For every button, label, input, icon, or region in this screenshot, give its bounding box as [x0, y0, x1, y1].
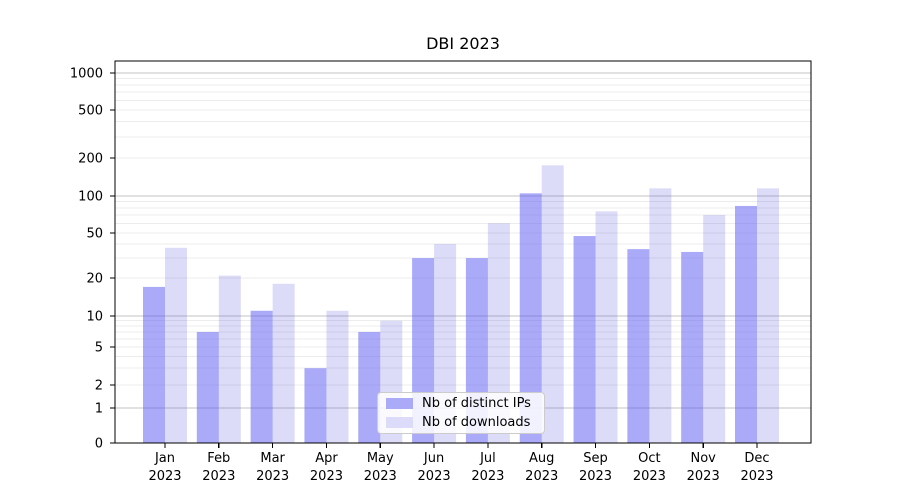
legend-label-downloads: Nb of downloads — [422, 414, 531, 430]
bar-nb-of-downloads-feb-2023 — [218, 275, 241, 443]
x-tick-label-month: Mar — [260, 451, 285, 466]
bar-nb-of-distinct-ips-mar-2023 — [250, 310, 273, 443]
bar-nb-of-downloads-oct-2023 — [649, 188, 672, 443]
y-tick-label: 1 — [95, 402, 103, 417]
y-tick-label: 20 — [86, 272, 103, 287]
bar-nb-of-downloads-dec-2023 — [757, 188, 779, 443]
x-tick-label-month: Feb — [207, 451, 230, 466]
legend-item-downloads: Nb of downloads — [386, 415, 536, 431]
y-tick-label: 50 — [86, 227, 103, 242]
x-tick-label-month: Dec — [744, 451, 769, 466]
y-tick-label: 1000 — [70, 67, 103, 82]
x-tick-label-year: 2023 — [202, 469, 235, 484]
legend-item-distinct-ips: Nb of distinct IPs — [386, 396, 536, 412]
x-tick-label-year: 2023 — [579, 469, 612, 484]
x-tick-label-month: May — [367, 451, 394, 466]
y-tick-label: 100 — [78, 190, 103, 205]
x-tick-label-month: Aug — [529, 451, 554, 466]
x-tick-label-year: 2023 — [418, 469, 451, 484]
x-tick-label-month: Jan — [154, 451, 175, 466]
bar-nb-of-downloads-aug-2023 — [541, 165, 564, 444]
bar-nb-of-downloads-sep-2023 — [595, 211, 618, 443]
y-tick-label: 500 — [78, 104, 103, 119]
x-tick-label-month: Sep — [583, 451, 608, 466]
bar-nb-of-distinct-ips-may-2023 — [358, 331, 381, 443]
x-tick-label-year: 2023 — [633, 469, 666, 484]
bar-nb-of-distinct-ips-feb-2023 — [196, 331, 219, 443]
x-tick-label-year: 2023 — [148, 469, 181, 484]
y-tick-label: 0 — [95, 437, 103, 452]
x-tick-label-year: 2023 — [471, 469, 504, 484]
bar-nb-of-distinct-ips-nov-2023 — [681, 251, 704, 443]
bar-nb-of-downloads-jul-2023 — [487, 223, 510, 443]
bar-nb-of-distinct-ips-apr-2023 — [304, 368, 327, 443]
x-tick-label-year: 2023 — [687, 469, 720, 484]
x-tick-label-month: Jun — [423, 451, 444, 466]
y-tick-label: 200 — [78, 152, 103, 167]
x-tick-label-month: Oct — [638, 451, 660, 466]
bar-nb-of-distinct-ips-sep-2023 — [573, 236, 596, 443]
y-tick-label: 2 — [95, 379, 103, 394]
legend-swatch-downloads — [386, 416, 413, 428]
chart-title: DBI 2023 — [426, 34, 500, 53]
bar-nb-of-distinct-ips-dec-2023 — [735, 205, 757, 443]
x-tick-label-month: Nov — [690, 451, 716, 466]
legend: Nb of distinct IPs Nb of downloads — [377, 392, 545, 434]
bar-nb-of-distinct-ips-oct-2023 — [627, 249, 650, 443]
x-tick-label-year: 2023 — [740, 469, 773, 484]
bar-nb-of-downloads-apr-2023 — [326, 310, 349, 443]
x-tick-label-year: 2023 — [256, 469, 289, 484]
legend-swatch-distinct-ips — [386, 398, 413, 410]
x-tick-label-year: 2023 — [310, 469, 343, 484]
y-tick-label: 10 — [86, 310, 103, 325]
bar-nb-of-downloads-mar-2023 — [272, 283, 295, 443]
bar-nb-of-downloads-nov-2023 — [703, 215, 726, 443]
bar-nb-of-distinct-ips-jan-2023 — [143, 286, 165, 443]
plot-border — [114, 60, 812, 444]
x-tick-label-month: Jul — [479, 451, 496, 466]
x-tick-label-year: 2023 — [364, 469, 397, 484]
bar-nb-of-distinct-ips-aug-2023 — [519, 193, 542, 443]
legend-label-distinct-ips: Nb of distinct IPs — [422, 395, 531, 411]
x-tick-label-year: 2023 — [525, 469, 558, 484]
x-tick-label-month: Apr — [315, 451, 338, 466]
y-tick-label: 5 — [95, 341, 103, 356]
bar-nb-of-downloads-jan-2023 — [165, 247, 187, 443]
